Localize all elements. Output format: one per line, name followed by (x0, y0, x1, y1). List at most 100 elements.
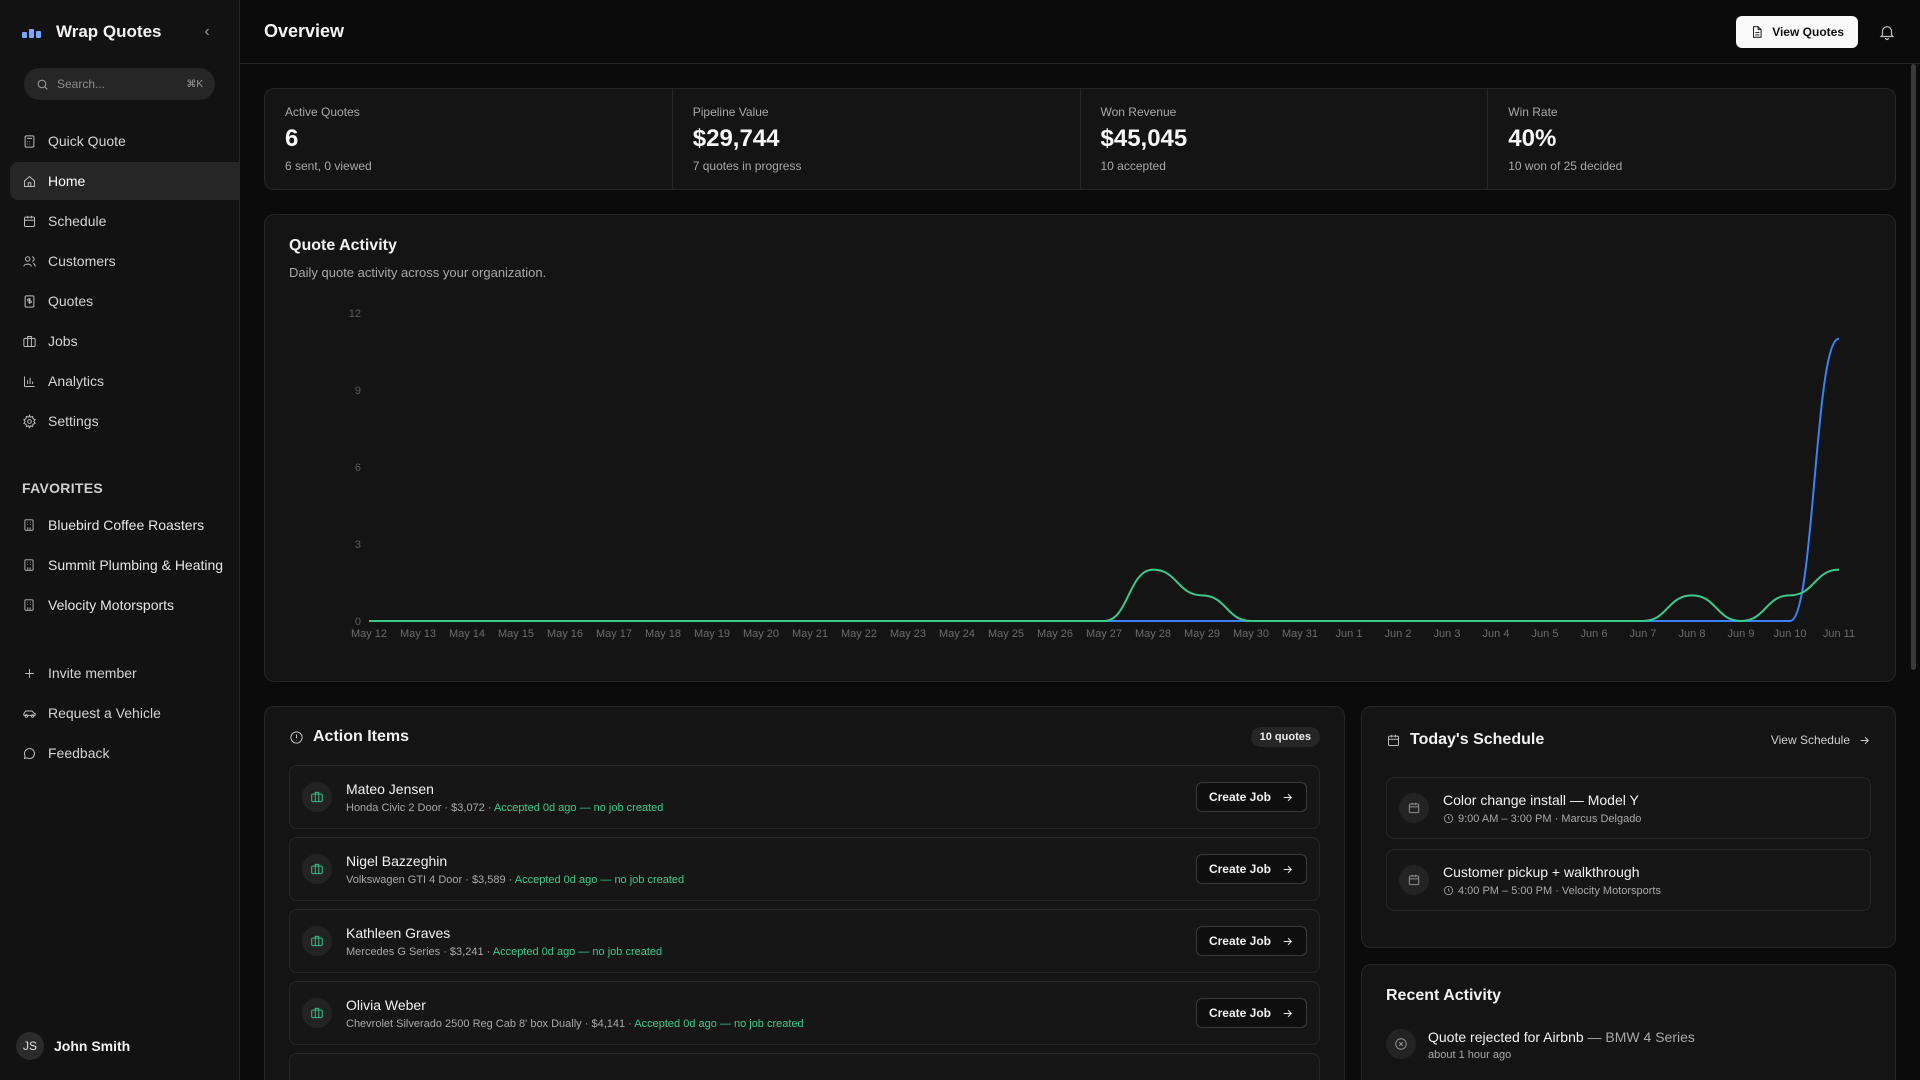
x-tick-label: Jun 6 (1581, 628, 1608, 640)
x-tick-label: Jun 3 (1434, 628, 1461, 640)
users-icon (23, 255, 36, 267)
nav-item-settings[interactable]: Settings (10, 402, 239, 440)
recent-activity-title: Recent Activity (1386, 987, 1501, 1004)
x-tick-label: May 25 (988, 628, 1024, 640)
building-icon (24, 599, 34, 611)
schedule-item-text: Customer pickup + walkthrough 4:00 PM – … (1443, 864, 1661, 897)
building-icon (24, 519, 34, 531)
stat-active-quotes: Active Quotes 6 6 sent, 0 viewed (265, 89, 673, 189)
nav-label: Jobs (48, 333, 78, 349)
search-placeholder: Search... (57, 77, 106, 91)
schedule-header: Today's Schedule View Schedule (1386, 731, 1871, 749)
favorite-label: Summit Plumbing & Heating (48, 557, 224, 573)
brand-header: Wrap Quotes ‹ (0, 0, 239, 64)
arrow-right-icon (1283, 793, 1292, 801)
nav-label: Quotes (48, 293, 94, 309)
x-tick-label: Jun 5 (1532, 628, 1559, 640)
activity-event: Quote rejected for Airbnb (1428, 1029, 1584, 1045)
stat-label: Won Revenue (1100, 105, 1177, 119)
customer-name: Olivia Weber (346, 996, 426, 1013)
nav-item-home[interactable]: Home (10, 162, 239, 200)
create-job-button[interactable]: Create Job (1195, 998, 1307, 1028)
x-tick-label: Jun 11 (1823, 628, 1855, 640)
schedule-item[interactable]: Customer pickup + walkthrough 4:00 PM – … (1386, 849, 1871, 911)
stat-sub: 7 quotes in progress (692, 159, 802, 173)
calendar-clock-icon (24, 215, 35, 227)
briefcase-icon (302, 998, 332, 1028)
quote-details: Chevrolet Silverado 2500 Reg Cab 8' box … (346, 1017, 635, 1030)
x-tick-label: May 17 (596, 628, 632, 640)
avatar: JS (16, 1032, 44, 1060)
bell-icon[interactable] (1878, 23, 1896, 41)
sidebar: Wrap Quotes ‹ Search... ⌘K Quick Quote H… (0, 0, 240, 1080)
user-profile[interactable]: JS John Smith (16, 1032, 130, 1060)
schedule-title: Today's Schedule (1410, 731, 1545, 748)
customer-name: Kathleen Graves (346, 924, 451, 941)
activity-item[interactable]: Quote rejected for Airbnb — BMW 4 Series… (1386, 1029, 1871, 1061)
right-column: Today's Schedule View Schedule Color cha… (1361, 706, 1896, 1080)
scrollbar[interactable] (1911, 64, 1916, 670)
nav-item-jobs[interactable]: Jobs (10, 322, 239, 360)
view-quotes-label: View Quotes (1772, 24, 1844, 39)
nav-label: Quick Quote (48, 133, 126, 149)
quote-status: Accepted 0d ago — no job created (514, 873, 685, 886)
quote-details: Mercedes G Series · $3,241 · (346, 945, 493, 958)
x-tick-label: May 28 (1135, 628, 1171, 640)
main-content: Overview View Quotes Active Quotes 6 6 s… (240, 0, 1920, 1080)
view-schedule-label: View Schedule (1770, 733, 1850, 747)
action-items-title: Action Items (313, 728, 410, 745)
quote-meta: Chevrolet Silverado 2500 Reg Cab 8' box … (346, 1018, 1196, 1030)
x-tick-label: Jun 8 (1679, 628, 1706, 640)
stat-label: Win Rate (1508, 105, 1558, 119)
x-tick-label: Jun 2 (1385, 628, 1412, 640)
car-icon (23, 710, 36, 718)
nav-item-quotes[interactable]: Quotes (10, 282, 239, 320)
x-tick-label: May 30 (1233, 628, 1269, 640)
stat-value: 40% (1508, 125, 1557, 152)
invite-member-link[interactable]: Invite member (10, 654, 239, 692)
x-tick-label: May 12 (351, 628, 387, 640)
main-nav: Quick Quote Home Schedule Customers Quot… (0, 122, 239, 440)
nav-label: Home (48, 173, 86, 189)
action-items-card: Action Items 10 quotes Mateo Jensen Hond… (264, 706, 1345, 1080)
nav-item-schedule[interactable]: Schedule (10, 202, 239, 240)
favorite-item-summit[interactable]: Summit Plumbing & Heating (10, 546, 239, 584)
nav-item-analytics[interactable]: Analytics (10, 362, 239, 400)
x-tick-label: May 24 (939, 628, 975, 640)
x-tick-label: May 31 (1282, 628, 1318, 640)
x-tick-label: May 19 (694, 628, 730, 640)
x-tick-label: May 23 (890, 628, 926, 640)
schedule-item-text: Color change install — Model Y 9:00 AM –… (1443, 792, 1641, 825)
view-quotes-button[interactable]: View Quotes (1736, 15, 1858, 48)
nav-label: Settings (48, 413, 99, 429)
favorite-label: Bluebird Coffee Roasters (48, 517, 205, 533)
message-circle-icon (23, 747, 35, 759)
activity-time: about 1 hour ago (1428, 1049, 1512, 1061)
search-input[interactable]: Search... ⌘K (24, 68, 215, 100)
nav-item-quick-quote[interactable]: Quick Quote (10, 122, 239, 160)
activity-title: Quote rejected for Airbnb — BMW 4 Series (1428, 1029, 1695, 1045)
nav-item-customers[interactable]: Customers (10, 242, 239, 280)
create-job-button[interactable]: Create Job (1195, 854, 1307, 884)
favorite-item-velocity[interactable]: Velocity Motorsports (10, 586, 239, 624)
action-item-row: Kathleen Graves Mercedes G Series · $3,2… (289, 909, 1320, 973)
overview-content: Active Quotes 6 6 sent, 0 viewed Pipelin… (240, 64, 1920, 1080)
action-items-header: Action Items 10 quotes (289, 727, 1320, 747)
request-vehicle-link[interactable]: Request a Vehicle (10, 694, 239, 732)
x-tick-label: Jun 9 (1728, 628, 1755, 640)
favorite-item-bluebird[interactable]: Bluebird Coffee Roasters (10, 506, 239, 544)
schedule-item[interactable]: Color change install — Model Y 9:00 AM –… (1386, 777, 1871, 839)
view-schedule-link[interactable]: View Schedule (1771, 733, 1871, 747)
quote-status: Accepted 0d ago — no job created (634, 1017, 804, 1030)
y-tick-label: 9 (355, 385, 361, 397)
collapse-sidebar-icon[interactable]: ‹ (204, 23, 210, 40)
x-tick-label: May 14 (449, 628, 485, 640)
building-icon (24, 559, 34, 571)
action-item-text: Olivia Weber Chevrolet Silverado 2500 Re… (346, 997, 1196, 1030)
create-job-button[interactable]: Create Job (1195, 782, 1307, 812)
logo-icon (22, 26, 42, 38)
create-job-button[interactable]: Create Job (1195, 926, 1307, 956)
feedback-link[interactable]: Feedback (10, 734, 239, 772)
create-job-label: Create Job (1208, 1006, 1271, 1020)
home-icon (24, 175, 35, 187)
